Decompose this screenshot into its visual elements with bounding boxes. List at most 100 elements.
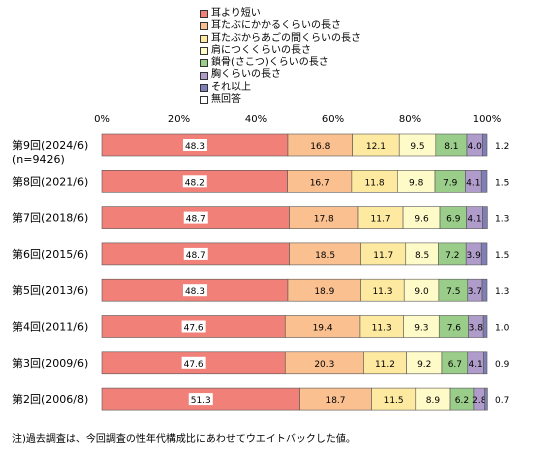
legend-swatch [200, 71, 208, 80]
data-label: 4.1 [466, 178, 480, 188]
data-label-bg [183, 211, 208, 224]
bar-segment [480, 242, 488, 266]
x-tick-label: 0% [94, 114, 110, 125]
bar-segment [480, 170, 488, 193]
legend-item: それ以上 [200, 82, 361, 94]
data-label: 47.6 [184, 324, 204, 334]
data-label: 11.8 [365, 178, 385, 188]
data-label: 3.9 [467, 251, 482, 261]
data-label-bg [182, 139, 207, 151]
data-label: 20.3 [314, 360, 334, 370]
data-label: 48.2 [185, 178, 205, 188]
category-labels: 第9回(2024/6)(n=9426) 第8回(2021/6) 第7回(2018/6… [12, 138, 88, 406]
footnote: 注)過去調査は、今回調査の性年代構成比にあわせてウエイトバックした値。 [12, 434, 356, 445]
data-label: 18.9 [314, 287, 334, 297]
legend-item: 耳たぶにかかるくらいの長さ [200, 20, 361, 32]
data-label: 11.3 [372, 287, 392, 297]
legend-label: 鎖骨(さこつ)くらいの長さ [211, 57, 329, 69]
data-label: 6.7 [448, 360, 462, 370]
legend-item: 胸くらいの長さ [200, 69, 361, 81]
data-label: 11.2 [375, 360, 395, 370]
data-label: 11.7 [373, 251, 393, 261]
legend-label: 無回答 [211, 94, 241, 106]
legend-label: 胸くらいの長さ [211, 69, 281, 81]
data-label: 18.7 [325, 396, 345, 406]
category-label: 第8回(2021/6) [12, 174, 88, 188]
legend-swatch [200, 59, 208, 68]
outside-value-label: 1.3 [495, 215, 509, 225]
x-tick-label: 80% [399, 114, 421, 125]
legend-swatch [200, 96, 208, 105]
data-label-bg [188, 393, 213, 406]
data-label: 4.1 [468, 360, 482, 370]
data-label: 2.8 [472, 396, 487, 406]
x-tick-label: 100% [473, 114, 502, 125]
legend-item: 耳より短い [200, 8, 361, 20]
data-label-bg [182, 175, 207, 188]
data-label: 9.0 [414, 287, 429, 297]
data-label: 8.9 [426, 396, 441, 406]
bar-segment [482, 315, 488, 338]
legend-swatch [200, 34, 208, 43]
x-tick-label: 20% [168, 114, 190, 125]
bar-segment [482, 206, 488, 229]
data-label: 16.8 [310, 142, 330, 152]
outside-value-label: 1.5 [495, 251, 509, 261]
data-label: 48.3 [185, 142, 205, 152]
legend-label: 耳たぶにかかるくらいの長さ [211, 20, 341, 32]
category-label: 第7回(2018/6) [12, 211, 88, 225]
outside-value-label: 1.3 [495, 287, 509, 297]
data-label: 9.6 [414, 215, 429, 225]
data-label: 17.8 [314, 215, 334, 225]
category-label: 第5回(2013/6) [12, 283, 88, 297]
legend-item: 無回答 [200, 94, 361, 106]
data-label: 16.7 [310, 178, 330, 188]
data-label: 4.1 [467, 215, 481, 225]
outside-value-label: 0.7 [495, 396, 509, 406]
data-label: 19.4 [313, 324, 333, 334]
legend: 耳より短い 耳たぶにかかるくらいの長さ 耳たぶからあごの間くらいの長さ 肩につく… [200, 8, 361, 106]
outside-value-label: 1.2 [495, 142, 509, 152]
data-label: 12.1 [366, 142, 386, 152]
category-note: (n=9426) [12, 153, 65, 166]
data-label: 9.2 [417, 360, 431, 370]
data-label: 7.6 [447, 324, 462, 334]
bar-segment [481, 278, 488, 302]
data-label: 9.3 [414, 324, 428, 334]
data-label: 7.9 [443, 178, 458, 188]
outside-value-label: 1.0 [495, 324, 510, 334]
data-label: 51.3 [191, 396, 211, 406]
x-tick-label: 40% [245, 114, 267, 125]
data-label: 3.7 [468, 287, 482, 297]
legend-label: 耳たぶからあごの間くらいの長さ [211, 32, 361, 44]
data-label: 48.7 [186, 251, 206, 261]
data-label: 7.2 [445, 251, 459, 261]
data-label-bg [183, 247, 208, 260]
legend-label: それ以上 [211, 81, 251, 93]
bar-segment [484, 387, 488, 411]
data-label: 3.8 [469, 324, 484, 334]
x-tick-label: 60% [322, 114, 344, 125]
data-label-bg [181, 356, 206, 369]
data-label: 47.6 [184, 360, 204, 370]
data-label: 9.8 [409, 178, 424, 188]
data-label: 48.3 [185, 287, 205, 297]
data-label-bg [181, 320, 206, 333]
category-label: 第4回(2011/6) [12, 320, 88, 334]
category-label: 第2回(2006/8) [12, 392, 88, 406]
data-label: 8.1 [444, 142, 458, 152]
data-label: 11.7 [371, 215, 391, 225]
legend-swatch [200, 83, 208, 92]
outside-value-label: 1.5 [495, 178, 509, 188]
data-label: 11.3 [372, 324, 392, 334]
data-label: 18.5 [315, 251, 335, 261]
outside-value-label: 0.9 [495, 360, 510, 370]
bar-segment [483, 351, 488, 375]
data-label: 7.5 [446, 287, 460, 297]
legend-item: 鎖骨(さこつ)くらいの長さ [200, 57, 361, 69]
bar-area: 48.3 16.8 12.1 9.5 8.1 4.0 48.2 16.7 11.8 9.8 7.9 4… [101, 133, 488, 411]
data-label: 6.2 [455, 396, 469, 406]
data-label: 4.0 [468, 142, 483, 152]
legend-label: 耳より短い [211, 8, 261, 19]
